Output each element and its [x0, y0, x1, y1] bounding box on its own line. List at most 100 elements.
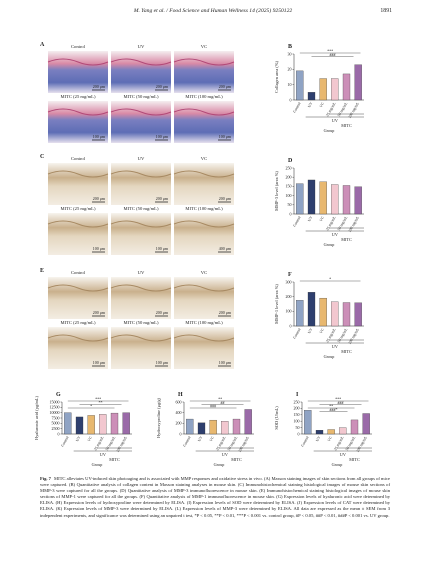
y-axis-label: Hyaluronic acid (pg/mL) [34, 396, 39, 440]
image-label: MITC (25 mg/mL) [61, 94, 96, 99]
y-tick-label: 150 [286, 184, 292, 189]
bar [244, 409, 252, 435]
bar [362, 413, 370, 435]
tissue-edge [110, 108, 172, 116]
bar [99, 414, 107, 435]
significance-mark: ** [329, 403, 333, 408]
micrograph [111, 277, 171, 319]
running-head: M. Yang et al. / Food Science and Human … [133, 7, 293, 14]
micrograph [111, 163, 171, 205]
scale-label: 200 μm [219, 196, 232, 201]
bar [342, 73, 351, 101]
significance-mark: ** [218, 396, 222, 401]
micrograph [48, 101, 108, 143]
panel-letter: I [296, 392, 299, 398]
bar [232, 418, 241, 435]
x-tick-label: Control [292, 216, 301, 228]
x-tick-label: UV [307, 327, 313, 334]
tissue-edge [173, 58, 235, 66]
micrograph [111, 327, 171, 369]
bar [221, 421, 229, 435]
y-tick-label: 0 [180, 431, 182, 436]
x-tick-label: VC [319, 101, 325, 108]
y-tick-label: 7500 [52, 415, 60, 420]
scale-label: 100 μm [93, 360, 106, 365]
micrograph [174, 101, 234, 143]
x-tick-label: UV [75, 435, 81, 442]
y-axis-label: MMP-1 level (area %) [274, 284, 279, 324]
bar [331, 78, 339, 101]
bar [319, 181, 327, 215]
bar [342, 302, 351, 327]
image-label: MITC (50 mg/mL) [124, 206, 159, 211]
bar [319, 297, 327, 327]
tissue-edge [47, 220, 109, 228]
tissue-edge [47, 170, 109, 178]
image-label: MITC (100 mg/mL) [185, 320, 223, 325]
tissue-edge [110, 170, 172, 178]
image-label: VC [201, 156, 207, 161]
x-tick-label: Control [300, 436, 309, 448]
group-label: MITC [109, 457, 120, 462]
caption-text: MITC alleviates UV-induced skin photoagi… [40, 476, 390, 518]
scale-label: 100 μm [156, 134, 169, 139]
scale-label: 200 μm [156, 310, 169, 315]
tissue-edge [110, 284, 172, 292]
x-tick-label: 100 mg/mL [348, 101, 361, 119]
micrograph [174, 327, 234, 369]
panel-letter: B [288, 44, 292, 50]
tissue-edge [110, 220, 172, 228]
x-tick-label: UV [307, 215, 313, 222]
scale-label: 200 μm [93, 84, 106, 89]
panel-letter: A [40, 42, 45, 48]
tissue-edge [173, 170, 235, 178]
y-tick-label: 2500 [52, 426, 60, 431]
y-tick-label: 10000 [50, 410, 60, 415]
y-tick-label: 100 [294, 419, 300, 424]
image-label: UV [138, 44, 145, 49]
panel-letter: F [288, 272, 292, 278]
panel-letter: D [288, 158, 293, 164]
tissue-edge [47, 58, 109, 66]
image-label: MITC (25 mg/mL) [61, 320, 96, 325]
y-tick-label: 600 [176, 399, 182, 404]
bar [339, 427, 347, 435]
x-tick-label: Control [60, 436, 69, 448]
group-label: MITC [341, 123, 352, 128]
y-tick-label: 100 [286, 309, 292, 314]
scale-label: 400 μm [219, 246, 232, 251]
significance-mark: * [329, 276, 331, 281]
x-tick-label: Control [182, 436, 191, 448]
bar [87, 415, 95, 435]
tissue-edge [110, 58, 172, 66]
y-tick-label: 15000 [50, 399, 60, 404]
x-tick-label: VC [87, 435, 93, 442]
y-tick-label: 200 [286, 294, 292, 299]
y-tick-label: 400 [176, 410, 182, 415]
x-tick-label: 25 mg/mL [325, 101, 337, 117]
x-tick-label: 25 mg/mL [215, 435, 227, 451]
y-tick-label: 100 [286, 193, 292, 198]
y-tick-label: 10 [288, 82, 292, 87]
image-label: UV [138, 156, 145, 161]
x-tick-label: 50 mg/mL [337, 327, 349, 343]
image-label: UV [138, 270, 145, 275]
panel-letter: C [40, 154, 44, 160]
micrograph [48, 213, 108, 255]
micrograph [174, 277, 234, 319]
x-tick-label: VC [319, 327, 325, 334]
y-tick-label: 200 [286, 175, 292, 180]
bar [307, 92, 316, 101]
x-axis-label: Group [332, 462, 343, 467]
tissue-edge [173, 108, 235, 116]
y-tick-label: 150 [294, 412, 300, 417]
x-tick-label: 25 mg/mL [93, 435, 105, 451]
panel-letter: E [40, 268, 44, 274]
bar [64, 412, 72, 435]
y-tick-label: 0 [290, 211, 292, 216]
significance-mark: ###* [330, 407, 338, 412]
bar [296, 70, 304, 101]
y-axis-label: MMP-3 level (area %) [274, 171, 279, 211]
bar [197, 422, 206, 435]
x-tick-label: VC [209, 435, 215, 442]
